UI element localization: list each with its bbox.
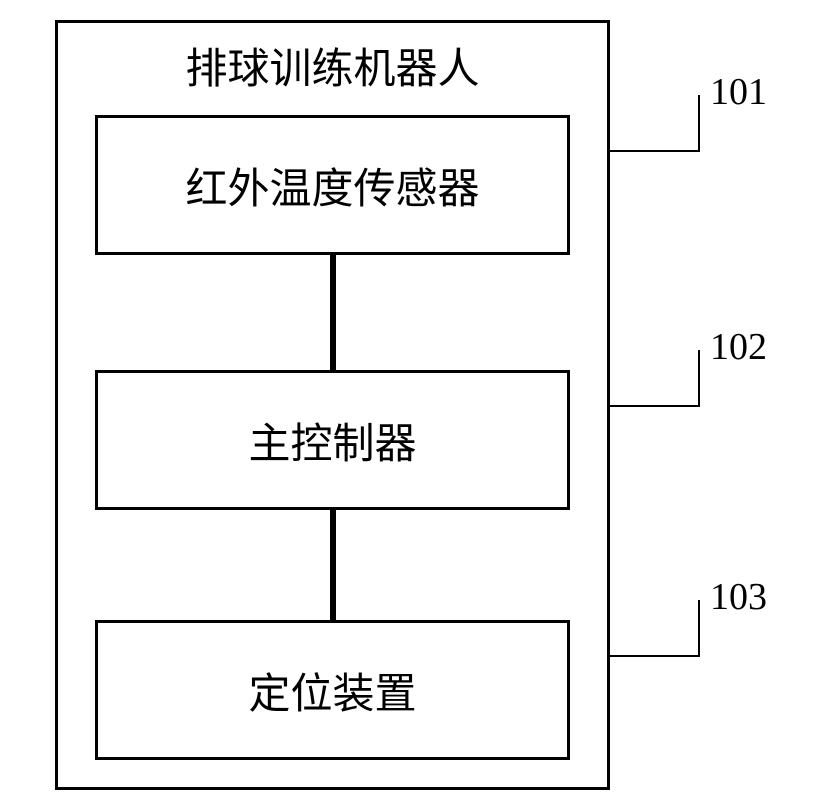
ref-102: 102 — [710, 325, 767, 369]
ref-101: 101 — [710, 70, 767, 114]
leader-102-v — [698, 350, 700, 407]
connector-1-2 — [330, 255, 336, 370]
connector-2-3 — [330, 510, 336, 620]
block-controller: 主控制器 — [95, 370, 570, 510]
block-locator-label: 定位装置 — [248, 660, 416, 721]
leader-101-h — [610, 150, 700, 152]
block-controller-label: 主控制器 — [248, 410, 416, 471]
diagram-title: 排球训练机器人 — [55, 35, 610, 96]
block-sensor-label: 红外温度传感器 — [185, 155, 479, 216]
block-sensor: 红外温度传感器 — [95, 115, 570, 255]
block-locator: 定位装置 — [95, 620, 570, 760]
leader-103-h — [610, 655, 700, 657]
ref-103: 103 — [710, 575, 767, 619]
leader-101-v — [698, 95, 700, 152]
leader-103-v — [698, 600, 700, 657]
leader-102-h — [610, 405, 700, 407]
